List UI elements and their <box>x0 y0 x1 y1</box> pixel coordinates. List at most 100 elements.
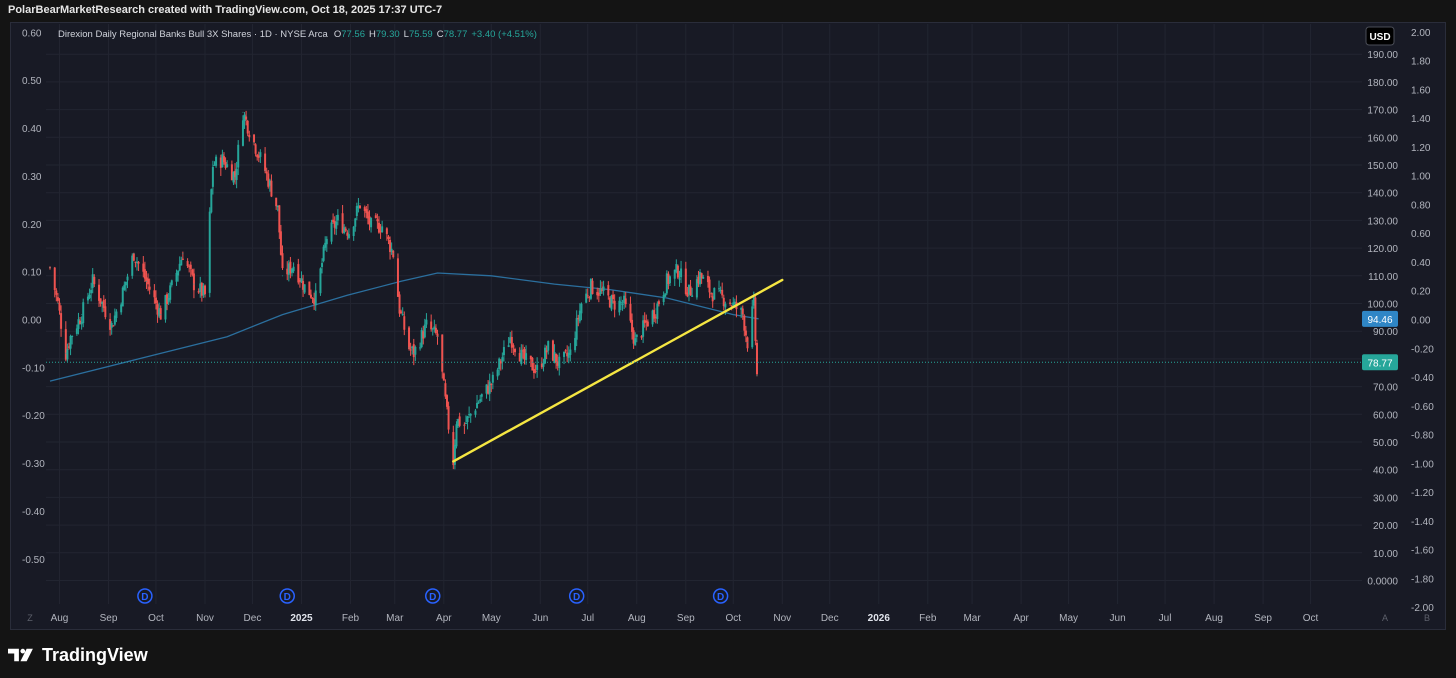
price-chart[interactable]: Aug Sep Oct Nov Dec 2025 Feb Mar Apr May Jun Jul Aug… <box>0 0 1456 640</box>
candle-body <box>226 164 229 167</box>
candle-body <box>532 368 535 373</box>
candle-body <box>631 319 634 332</box>
price-point <box>446 413 448 415</box>
candle-body <box>358 205 361 208</box>
price-point <box>721 297 723 299</box>
candle-body <box>381 226 384 233</box>
candles <box>49 110 758 470</box>
candle-body <box>376 219 379 222</box>
right-axis-label: -0.20 <box>1411 344 1434 355</box>
left-axis-label: -0.10 <box>22 363 45 374</box>
price-point <box>688 291 690 294</box>
left-axis-label: 0.20 <box>22 220 42 231</box>
axis-button-b[interactable]: B <box>1424 613 1430 623</box>
candle-body <box>55 290 58 295</box>
right-axis-label: 1.80 <box>1411 57 1431 68</box>
legend-change: +3.40 (+4.51%) <box>471 29 537 40</box>
candle-body <box>102 300 105 308</box>
candle-body <box>567 352 570 358</box>
candle-body <box>311 297 314 299</box>
candle-body <box>221 154 224 168</box>
candle-body <box>411 346 414 349</box>
candle-body <box>355 206 358 216</box>
candle-body <box>741 308 744 315</box>
candle-body <box>357 205 360 208</box>
dividend-marker-label: D <box>573 592 580 603</box>
price-point <box>57 302 59 305</box>
price-point <box>655 308 657 310</box>
candle-body <box>564 350 567 352</box>
candle-body <box>134 261 137 263</box>
candle-body <box>578 310 581 322</box>
x-tick-label: Oct <box>725 613 741 624</box>
candle-body <box>464 422 467 424</box>
candle-body <box>556 361 559 366</box>
candle-body <box>235 168 238 180</box>
candle-body <box>246 120 249 134</box>
right-axis-label: 0.60 <box>1411 229 1431 240</box>
candle-body <box>430 321 433 330</box>
candle-body <box>498 358 501 370</box>
candle-body <box>243 114 246 122</box>
candle-body <box>365 208 368 213</box>
candle-body <box>710 293 713 295</box>
candle-body <box>297 264 300 283</box>
price-axis-label: 30.00 <box>1373 493 1398 504</box>
candle-body <box>642 320 645 337</box>
x-tick-label: Sep <box>677 613 695 624</box>
price-axis-label: 20.00 <box>1373 521 1398 532</box>
candle-body <box>256 154 259 158</box>
x-tick-label: Aug <box>51 613 69 624</box>
candle-body <box>109 319 112 330</box>
left-axis-label: -0.30 <box>22 459 45 470</box>
candle-body <box>322 246 325 261</box>
candle-body <box>632 330 635 344</box>
candle-body <box>577 317 580 320</box>
candle-body <box>612 294 615 300</box>
dividend-marker-icon <box>568 588 585 604</box>
candle-body <box>566 352 569 357</box>
candle-body <box>408 327 411 349</box>
candle-body <box>278 205 281 233</box>
candle-body <box>662 295 665 303</box>
candle-body <box>88 294 91 299</box>
price-point <box>699 275 701 277</box>
price-point <box>277 208 279 210</box>
candle-body <box>569 349 572 355</box>
candle-body <box>169 285 172 300</box>
price-point <box>171 286 173 288</box>
price-axis-label: 180.00 <box>1367 78 1398 89</box>
screenshot-header: PolarBearMarketResearch created with Tra… <box>0 0 1456 22</box>
candle-body <box>99 298 102 304</box>
candle-body <box>423 324 426 338</box>
candle-body <box>210 189 213 213</box>
candle-body <box>98 284 101 301</box>
price-point <box>145 280 148 282</box>
candle-body <box>755 342 758 375</box>
candle-body <box>330 222 333 242</box>
axis-button-z[interactable]: Z <box>27 613 33 623</box>
price-point <box>221 158 223 161</box>
trendline <box>452 278 784 463</box>
candle-body <box>64 329 67 360</box>
price-point <box>381 225 383 227</box>
candle-body <box>480 394 483 397</box>
price-point <box>359 203 361 205</box>
candle-body <box>71 336 74 338</box>
price-point <box>315 297 317 299</box>
x-tick-label: Oct <box>148 613 164 624</box>
candle-body <box>635 334 638 337</box>
candle-body <box>154 297 157 304</box>
candle-body <box>289 261 292 274</box>
candle-body <box>457 418 460 427</box>
price-point <box>234 175 236 177</box>
candle-body <box>691 295 694 297</box>
candle-body <box>656 303 659 319</box>
axis-button-a[interactable]: A <box>1382 613 1388 623</box>
candle-body <box>409 349 412 351</box>
candle-body <box>496 369 499 377</box>
candle-body <box>370 217 373 228</box>
chart-panel[interactable] <box>10 22 1446 630</box>
candle-body <box>651 310 654 325</box>
candle-body <box>115 311 118 319</box>
